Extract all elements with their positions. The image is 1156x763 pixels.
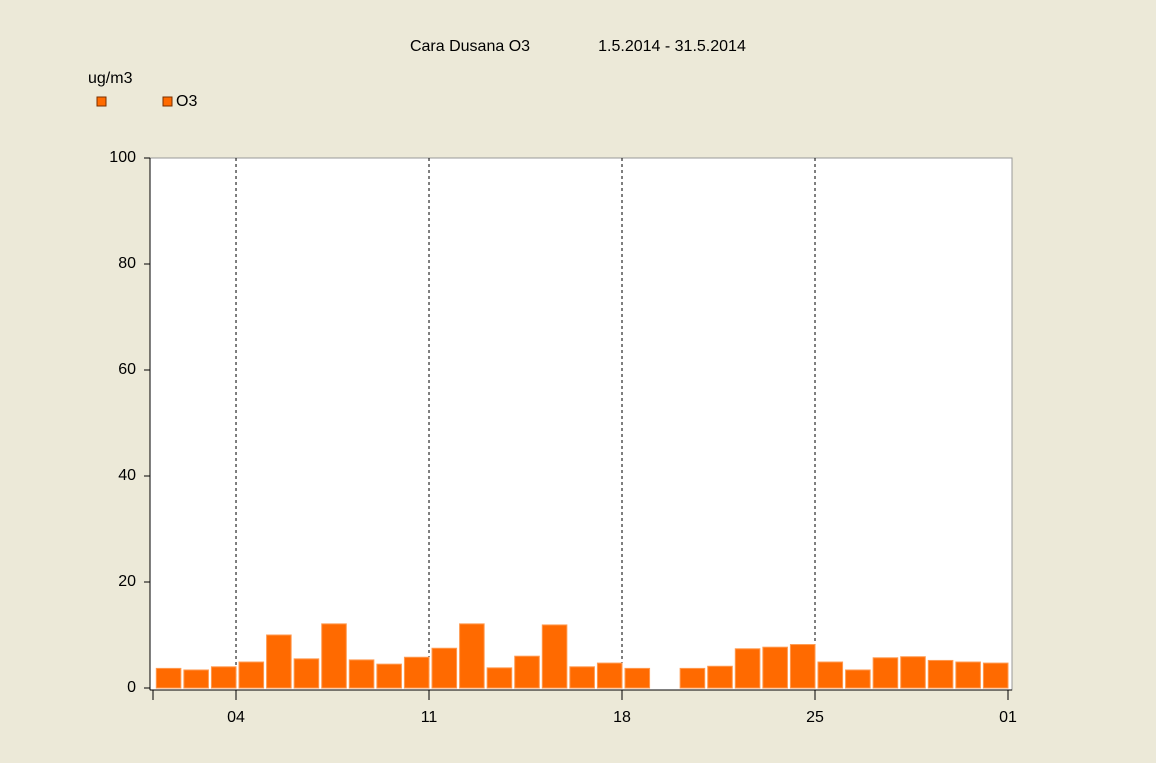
x-tick-label: 11 bbox=[421, 709, 438, 726]
bar bbox=[459, 623, 485, 689]
bar bbox=[541, 624, 568, 689]
bar bbox=[376, 663, 402, 689]
bar bbox=[321, 623, 347, 689]
bar bbox=[183, 669, 209, 689]
bar bbox=[900, 656, 926, 689]
bar bbox=[155, 667, 182, 689]
y-axis-label: ug/m3 bbox=[88, 70, 133, 87]
bar bbox=[238, 661, 265, 689]
plot-area bbox=[149, 157, 1013, 691]
y-tick-label: 20 bbox=[118, 573, 136, 590]
bar bbox=[486, 667, 513, 689]
bar bbox=[789, 644, 816, 689]
bar bbox=[403, 656, 430, 689]
bar bbox=[431, 647, 458, 689]
legend-swatch bbox=[162, 96, 173, 107]
bar bbox=[596, 662, 623, 689]
x-tick-label: 18 bbox=[613, 709, 631, 726]
x-tick-label: 25 bbox=[806, 709, 824, 726]
legend-label: O3 bbox=[176, 93, 197, 110]
bar bbox=[514, 655, 540, 689]
y-tick-label: 40 bbox=[118, 467, 136, 484]
y-tick-label: 60 bbox=[118, 361, 136, 378]
chart-title: Cara Dusana O3 bbox=[410, 38, 530, 55]
bar bbox=[624, 667, 651, 689]
y-tick-label: 80 bbox=[118, 255, 136, 272]
bar bbox=[872, 657, 899, 689]
bar bbox=[982, 662, 1009, 689]
bar bbox=[569, 666, 595, 689]
bar bbox=[293, 658, 320, 689]
bar bbox=[955, 661, 981, 689]
x-tick-label: 01 bbox=[999, 709, 1017, 726]
bar bbox=[707, 665, 733, 689]
x-tick-label: 04 bbox=[227, 709, 245, 726]
bar bbox=[762, 646, 788, 689]
bar bbox=[679, 667, 706, 689]
bar bbox=[266, 634, 292, 689]
y-tick-label: 100 bbox=[109, 149, 136, 166]
bar bbox=[210, 666, 237, 689]
bar bbox=[845, 669, 871, 689]
legend-swatch bbox=[96, 96, 107, 107]
bar bbox=[348, 659, 375, 689]
chart-period: 1.5.2014 - 31.5.2014 bbox=[598, 38, 746, 55]
bar bbox=[734, 648, 761, 689]
bar bbox=[817, 661, 844, 689]
bar bbox=[927, 659, 954, 689]
y-tick-label: 0 bbox=[127, 679, 136, 696]
